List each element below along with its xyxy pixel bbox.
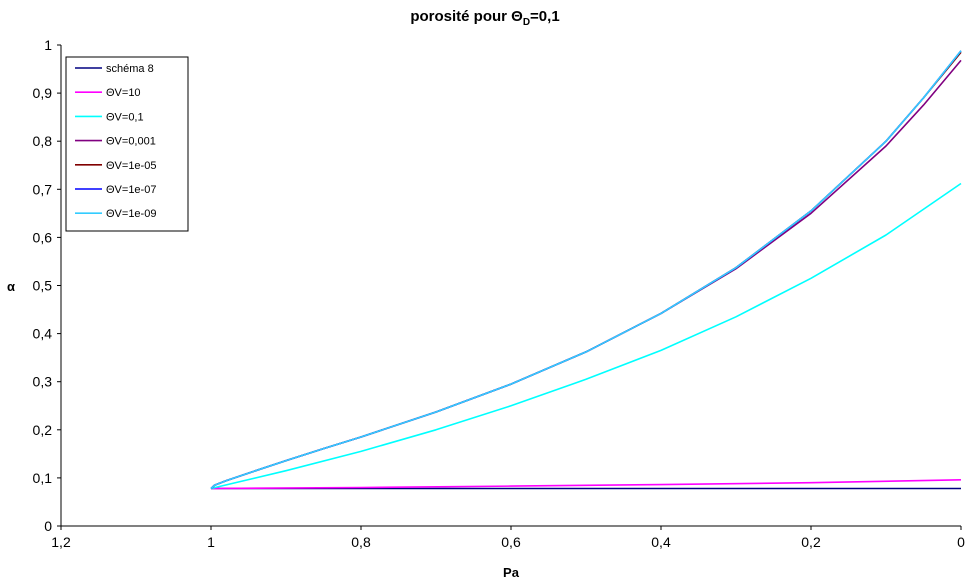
legend-label: ΘV=0,1 bbox=[106, 111, 144, 123]
x-tick-label: 1 bbox=[207, 534, 215, 550]
series-line-2 bbox=[210, 479, 962, 490]
series-line-3 bbox=[210, 182, 962, 490]
series-line-7 bbox=[210, 50, 962, 490]
x-axis-label: Pa bbox=[503, 565, 520, 580]
legend-box bbox=[65, 56, 189, 232]
y-tick-label: 0,6 bbox=[33, 229, 53, 245]
x-tick-label: 1,2 bbox=[51, 534, 71, 550]
y-tick-label: 0,2 bbox=[33, 422, 53, 438]
legend-label: schéma 8 bbox=[106, 63, 154, 75]
legend-label: ΘV=1e-09 bbox=[106, 208, 156, 220]
y-tick-label: 0,3 bbox=[33, 374, 53, 390]
x-tick-label: 0,2 bbox=[801, 534, 821, 550]
y-tick-label: 0,4 bbox=[33, 326, 53, 342]
x-tick-label: 0,8 bbox=[351, 534, 371, 550]
chart-title-subscript: D bbox=[523, 17, 530, 28]
legend: schéma 8 ΘV=10 ΘV=0,1 ΘV=0,001 ΘV=1e-05 ΘV=1e… bbox=[65, 56, 189, 232]
x-tick-label: 0,6 bbox=[501, 534, 521, 550]
chart-title: porosité pour ΘD=0,1 bbox=[410, 8, 559, 28]
x-tick-label: 0,4 bbox=[651, 534, 671, 550]
axes: 0 0,1 0,2 0,3 0,4 0,5 0,6 0,7 0,8 0,9 1 1,2 1 0,8 0,6 0… bbox=[33, 37, 966, 550]
legend-label: ΘV=1e-05 bbox=[106, 160, 156, 172]
legend-label: ΘV=1e-07 bbox=[106, 184, 156, 196]
y-tick-label: 0,9 bbox=[33, 85, 53, 101]
y-tick-label: 0,7 bbox=[33, 181, 53, 197]
y-tick-label: 1 bbox=[44, 37, 52, 53]
y-tick-label: 0,8 bbox=[33, 133, 53, 149]
y-tick-label: 0,5 bbox=[33, 278, 53, 294]
series-line-4 bbox=[210, 59, 962, 490]
y-tick-label: 0,1 bbox=[33, 470, 53, 486]
y-tick-label: 0 bbox=[44, 518, 52, 534]
legend-label: ΘV=10 bbox=[106, 87, 141, 99]
series-line-6 bbox=[210, 50, 962, 490]
series-layer bbox=[210, 50, 962, 490]
y-axis-label: α bbox=[7, 279, 15, 294]
series-line-5 bbox=[210, 51, 962, 490]
legend-label: ΘV=0,001 bbox=[106, 136, 156, 148]
x-tick-label: 0 bbox=[957, 534, 965, 550]
